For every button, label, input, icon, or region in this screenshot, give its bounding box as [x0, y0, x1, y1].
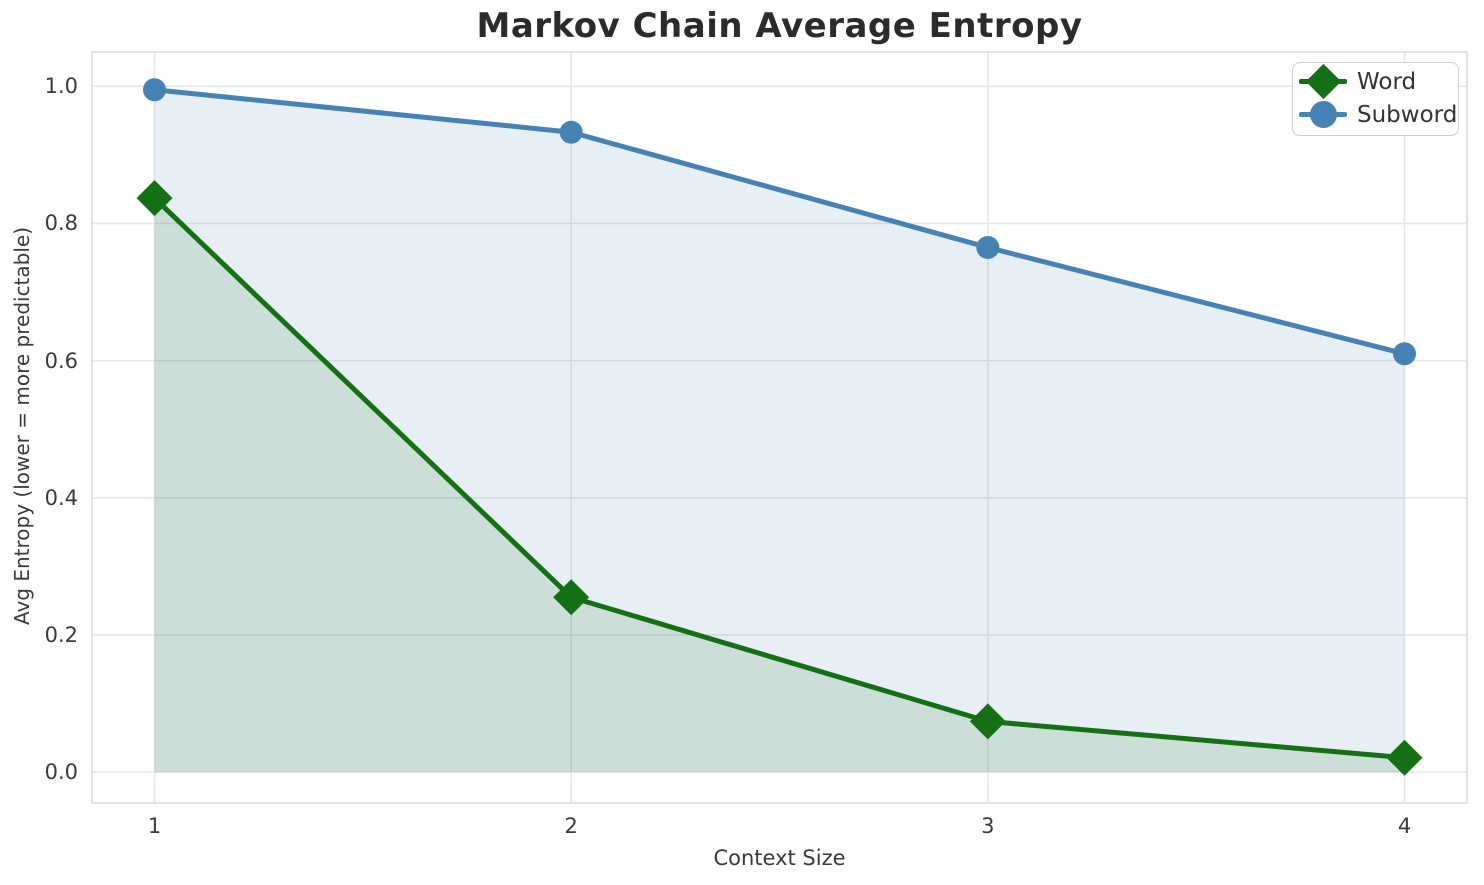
y-tick-label: 0.2: [44, 622, 78, 647]
legend-item-subword: Subword: [1299, 98, 1457, 131]
x-tick-label: 1: [147, 814, 162, 838]
subword-marker-icon: [1299, 98, 1347, 131]
legend-label-word: Word: [1357, 68, 1417, 95]
y-tick-label: 0.0: [44, 760, 78, 785]
y-tick-label: 0.8: [44, 211, 78, 236]
chart-title: Markov Chain Average Entropy: [476, 6, 1083, 46]
x-axis-label: Context Size: [713, 846, 846, 870]
diamond-icon: [1305, 63, 1342, 100]
word-marker-icon: [1299, 63, 1347, 100]
y-axis-label: Avg Entropy (lower = more predictable): [10, 226, 34, 626]
legend: Word Subword: [1292, 62, 1459, 136]
circle-icon: [1310, 101, 1337, 128]
x-tick-label: 4: [1397, 814, 1412, 838]
y-tick-label: 0.6: [44, 348, 78, 373]
y-tick-label: 1.0: [44, 74, 78, 99]
y-tick-label: 0.4: [44, 485, 78, 510]
x-tick-label: 2: [564, 814, 578, 838]
legend-label-subword: Subword: [1357, 101, 1458, 128]
x-tick-label: 3: [981, 814, 995, 838]
legend-item-word: Word: [1299, 63, 1450, 100]
